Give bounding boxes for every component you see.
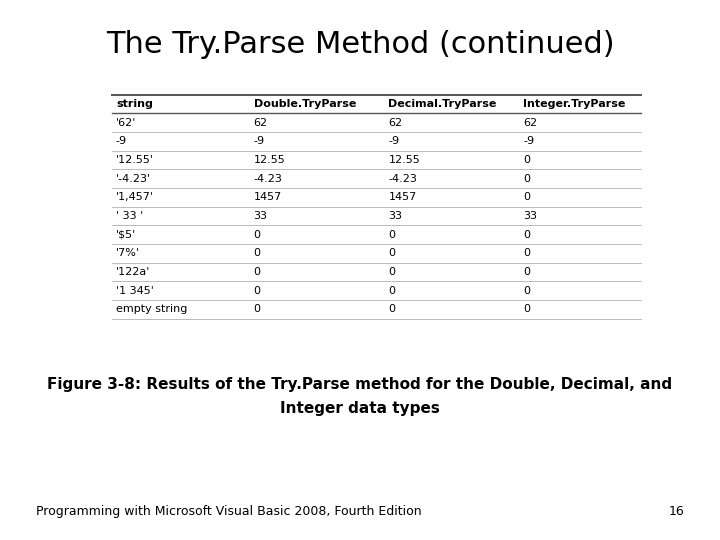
Text: -4.23: -4.23 — [389, 173, 418, 184]
Text: 33: 33 — [389, 211, 402, 221]
Text: 62: 62 — [253, 118, 268, 127]
Text: Programming with Microsoft Visual Basic 2008, Fourth Edition: Programming with Microsoft Visual Basic … — [36, 505, 422, 518]
Text: 0: 0 — [389, 286, 395, 295]
Text: 0: 0 — [253, 286, 261, 295]
Text: Figure 3-8: Results of the Try.Parse method for the Double, Decimal, and: Figure 3-8: Results of the Try.Parse met… — [48, 376, 672, 392]
Text: '7%': '7%' — [116, 248, 140, 258]
Text: 0: 0 — [389, 248, 395, 258]
Text: 33: 33 — [523, 211, 537, 221]
Text: -9: -9 — [253, 136, 265, 146]
Text: '12.55': '12.55' — [116, 155, 154, 165]
Text: Decimal.TryParse: Decimal.TryParse — [389, 99, 497, 109]
Text: -9: -9 — [116, 136, 127, 146]
Text: 0: 0 — [253, 230, 261, 240]
Text: 0: 0 — [523, 155, 531, 165]
Text: '122a': '122a' — [116, 267, 150, 277]
Text: 16: 16 — [668, 505, 684, 518]
Text: '1,457': '1,457' — [116, 192, 154, 202]
Text: 0: 0 — [253, 267, 261, 277]
Text: empty string: empty string — [116, 304, 187, 314]
Text: 0: 0 — [523, 173, 531, 184]
Text: 0: 0 — [523, 192, 531, 202]
Text: 1457: 1457 — [253, 192, 282, 202]
Text: 12.55: 12.55 — [253, 155, 285, 165]
Text: '-4.23': '-4.23' — [116, 173, 151, 184]
Text: Integer.TryParse: Integer.TryParse — [523, 99, 626, 109]
Text: '1 345': '1 345' — [116, 286, 154, 295]
Text: -9: -9 — [389, 136, 400, 146]
Text: 12.55: 12.55 — [389, 155, 420, 165]
Text: string: string — [116, 99, 153, 109]
Text: 0: 0 — [523, 267, 531, 277]
Text: 1457: 1457 — [389, 192, 417, 202]
Text: 0: 0 — [523, 304, 531, 314]
Text: 0: 0 — [389, 267, 395, 277]
Text: 0: 0 — [523, 286, 531, 295]
Text: 33: 33 — [253, 211, 268, 221]
Text: 0: 0 — [523, 230, 531, 240]
Text: The Try.Parse Method (continued): The Try.Parse Method (continued) — [106, 30, 614, 59]
Text: 0: 0 — [253, 248, 261, 258]
Text: 62: 62 — [389, 118, 402, 127]
Text: -9: -9 — [523, 136, 534, 146]
Text: 0: 0 — [389, 304, 395, 314]
Text: '$5': '$5' — [116, 230, 136, 240]
Text: 0: 0 — [253, 304, 261, 314]
Text: Integer data types: Integer data types — [280, 401, 440, 416]
Text: -4.23: -4.23 — [253, 173, 282, 184]
Text: 0: 0 — [389, 230, 395, 240]
Text: 62: 62 — [523, 118, 538, 127]
Text: ' 33 ': ' 33 ' — [116, 211, 143, 221]
Text: Double.TryParse: Double.TryParse — [253, 99, 356, 109]
Text: '62': '62' — [116, 118, 136, 127]
Text: 0: 0 — [523, 248, 531, 258]
